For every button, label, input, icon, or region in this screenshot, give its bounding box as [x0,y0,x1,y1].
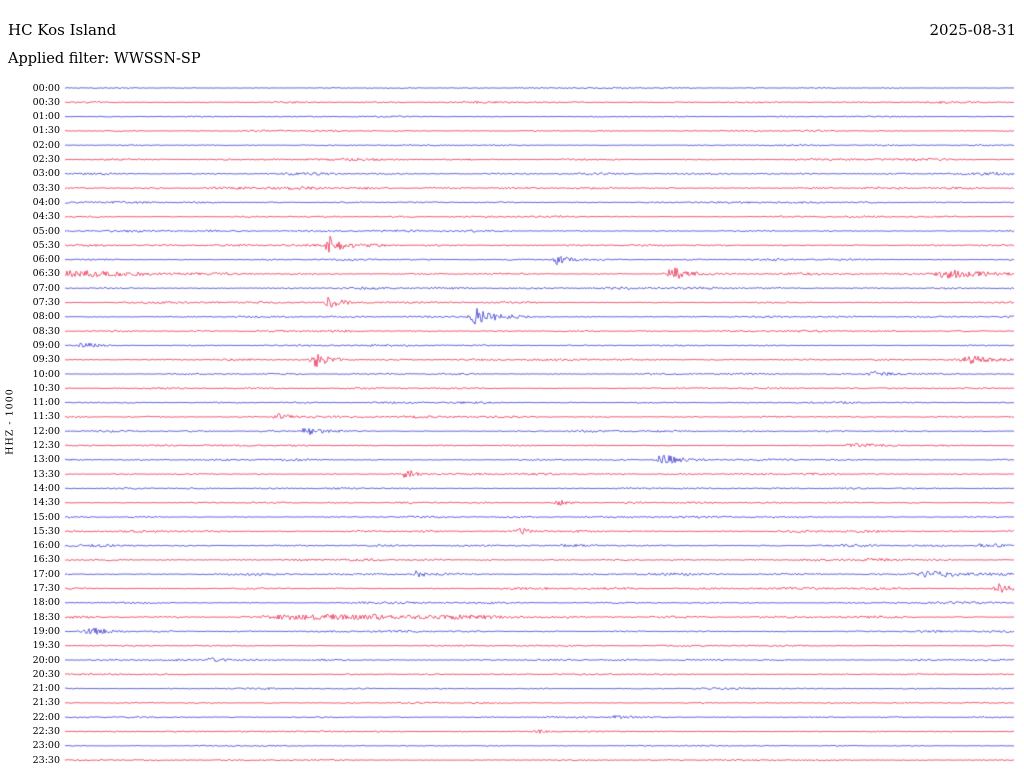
helicorder-page: HC Kos Island 2025-08-31 Applied filter:… [0,0,1024,780]
helicorder-traces-canvas [0,0,1024,780]
